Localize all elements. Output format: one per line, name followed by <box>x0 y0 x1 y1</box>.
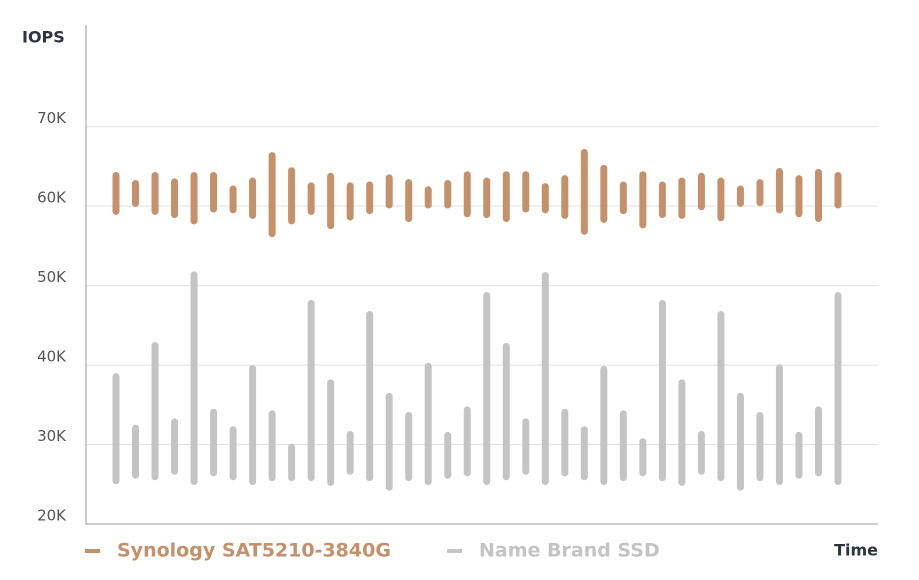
range-bar <box>327 379 335 486</box>
range-bar <box>405 179 413 223</box>
range-bar <box>600 164 608 223</box>
range-bar <box>639 171 647 229</box>
range-bar <box>561 175 569 219</box>
range-bar <box>619 410 627 482</box>
y-tick-label: 30K <box>37 427 67 445</box>
y-axis-title: IOPS <box>22 28 65 47</box>
range-bar <box>171 178 179 219</box>
range-bar <box>483 177 491 219</box>
y-tick-label: 20K <box>37 507 67 525</box>
range-bar <box>444 179 452 209</box>
range-bar <box>366 181 374 215</box>
range-bar <box>268 152 276 238</box>
legend-label: Name Brand SSD <box>479 540 660 562</box>
range-bar <box>132 179 140 207</box>
range-bar <box>736 392 744 491</box>
y-tick-label: 60K <box>37 189 67 207</box>
range-bar <box>775 168 783 214</box>
range-bar <box>619 181 627 215</box>
range-bar <box>112 171 120 215</box>
range-bar <box>288 167 296 225</box>
range-bar <box>151 171 159 215</box>
range-bar <box>775 364 783 486</box>
range-bar <box>541 272 549 486</box>
range-bar <box>834 291 842 486</box>
range-bar <box>249 365 257 486</box>
range-bar <box>307 299 315 482</box>
range-bar <box>346 182 354 221</box>
range-bar <box>190 271 198 486</box>
range-bar <box>756 411 764 482</box>
range-bar <box>502 171 510 223</box>
range-bar <box>366 311 374 482</box>
range-bar <box>444 431 452 479</box>
legend-label: Synology SAT5210-3840G <box>117 540 391 562</box>
range-bar <box>463 406 471 477</box>
range-bar <box>210 171 218 213</box>
range-bar <box>171 418 179 475</box>
range-bar <box>151 342 159 481</box>
range-bar <box>658 299 666 482</box>
range-bar <box>405 411 413 482</box>
range-bar <box>249 177 257 219</box>
range-bar <box>522 418 530 475</box>
range-bar <box>678 177 686 219</box>
range-bar <box>288 443 296 482</box>
range-bar <box>561 408 569 477</box>
range-bar <box>522 171 530 213</box>
range-bar <box>834 171 842 209</box>
range-bar <box>814 168 822 223</box>
y-tick-label: 40K <box>37 348 67 366</box>
range-bar <box>385 392 393 491</box>
range-bar <box>346 431 354 475</box>
range-bar <box>268 410 276 482</box>
range-bar <box>580 426 588 481</box>
range-bar <box>112 373 120 485</box>
range-bar <box>229 426 237 481</box>
range-bar <box>600 365 608 486</box>
range-bar <box>717 311 725 482</box>
range-bar <box>132 424 140 479</box>
y-tick-label: 50K <box>37 268 67 286</box>
range-bar <box>327 172 335 230</box>
range-bar <box>795 175 803 218</box>
range-bar <box>658 181 666 219</box>
y-tick-label: 70K <box>37 109 67 127</box>
range-bar <box>541 183 549 214</box>
range-bar <box>697 431 705 475</box>
range-bar <box>307 182 315 215</box>
range-bar <box>210 408 218 477</box>
range-bar <box>229 185 237 214</box>
range-bar <box>756 179 764 207</box>
range-bar <box>580 148 588 235</box>
range-bar <box>795 431 803 479</box>
range-bar <box>678 379 686 486</box>
range-bar <box>697 172 705 211</box>
range-bar <box>463 171 471 218</box>
range-bar <box>424 186 432 209</box>
range-bar <box>424 362 432 486</box>
range-bar <box>483 291 491 486</box>
range-bar <box>639 438 647 477</box>
range-bar <box>190 171 198 225</box>
range-bar <box>736 185 744 207</box>
range-bar <box>814 406 822 477</box>
x-axis-title: Time <box>834 541 878 560</box>
range-bar <box>717 177 725 222</box>
range-bar <box>385 174 393 209</box>
range-bar <box>502 342 510 481</box>
